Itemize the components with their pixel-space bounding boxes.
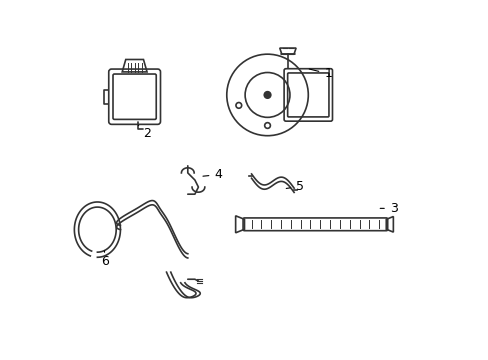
Text: 1: 1 [308, 67, 331, 80]
Text: 5: 5 [285, 180, 303, 193]
Text: 6: 6 [101, 251, 109, 268]
Text: 2: 2 [138, 125, 151, 140]
Text: 4: 4 [203, 168, 222, 181]
Text: 3: 3 [379, 202, 397, 215]
Circle shape [264, 92, 270, 98]
